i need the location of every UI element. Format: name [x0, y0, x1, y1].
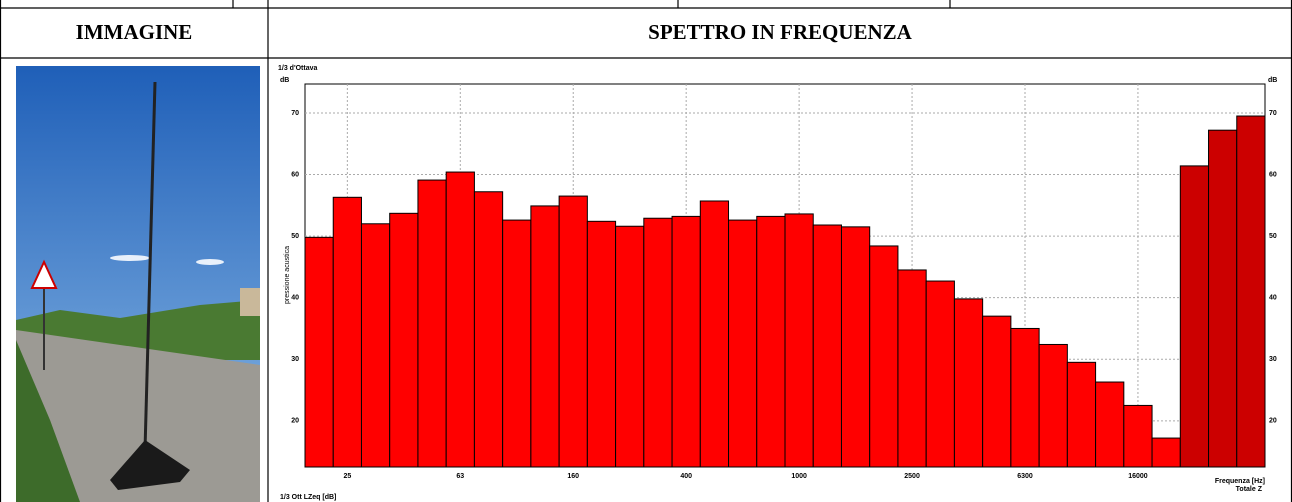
chart-footer: 1/3 Ott LZeq [dB]: [280, 494, 336, 501]
bar: [389, 212, 419, 468]
bar: [360, 223, 391, 468]
y-tick-label-right: 60: [1269, 171, 1277, 178]
bar: [615, 225, 645, 468]
y-tick-label: 60: [291, 171, 299, 178]
bar: [784, 213, 814, 468]
bar: [897, 269, 927, 468]
bar: [586, 220, 617, 468]
y-tick-label-right: 20: [1269, 418, 1277, 425]
y-tick-label-right: 50: [1269, 233, 1277, 240]
y-unit-right: dB: [1268, 77, 1277, 84]
x-tick-label: 25: [343, 473, 351, 480]
x-tick-label: 400: [680, 473, 692, 480]
y-tick-label-right: 30: [1269, 356, 1277, 363]
bar: [643, 217, 673, 468]
bar: [1095, 381, 1125, 468]
bar: [1179, 165, 1210, 468]
bar: [671, 215, 701, 468]
header-cell: IMMAGINE: [76, 20, 193, 44]
y-axis-label: pressione acustica: [284, 246, 291, 304]
bar: [756, 215, 786, 468]
corner-label: 1/3 d'Ottava: [278, 65, 318, 72]
bar: [728, 219, 758, 468]
y-tick-label-right: 70: [1269, 110, 1277, 117]
x-tick-label: 2500: [904, 473, 920, 480]
bar: [1208, 129, 1238, 468]
bar: [953, 298, 984, 468]
x-tick-label: 63: [456, 473, 464, 480]
y-tick-label-right: 40: [1269, 295, 1277, 302]
bar: [699, 200, 730, 468]
bar: [502, 219, 532, 468]
bar: [1010, 327, 1040, 468]
y-tick-label: 20: [291, 418, 299, 425]
bar: [925, 280, 955, 468]
bar: [1066, 361, 1097, 468]
y-tick-label: 50: [291, 233, 299, 240]
bar: [1038, 343, 1068, 468]
bar: [1123, 404, 1153, 468]
x-tick-label: 160: [567, 473, 579, 480]
bar: [558, 195, 588, 468]
bar: [1236, 115, 1266, 468]
y-tick-label: 40: [291, 295, 299, 302]
header-cell: SPETTRO IN FREQUENZA: [648, 20, 913, 44]
bar: [304, 236, 334, 468]
bar: [1151, 437, 1181, 468]
photo: [16, 66, 260, 502]
bar: [332, 196, 362, 468]
total-label: Totale Z: [1236, 486, 1263, 493]
bar: [812, 224, 842, 468]
bar: [530, 205, 560, 468]
x-tick-label: 16000: [1128, 473, 1148, 480]
x-tick-label: 6300: [1017, 473, 1033, 480]
bar: [869, 245, 899, 468]
y-unit: dB: [280, 77, 289, 84]
bar: [445, 171, 475, 468]
bar: [473, 191, 504, 468]
x-axis-label: Frequenza [Hz]: [1215, 478, 1265, 485]
bar: [840, 226, 871, 468]
y-tick-label: 70: [291, 110, 299, 117]
bar: [417, 179, 447, 468]
x-tick-label: 1000: [791, 473, 807, 480]
bar: [982, 315, 1012, 468]
y-tick-label: 30: [291, 356, 299, 363]
